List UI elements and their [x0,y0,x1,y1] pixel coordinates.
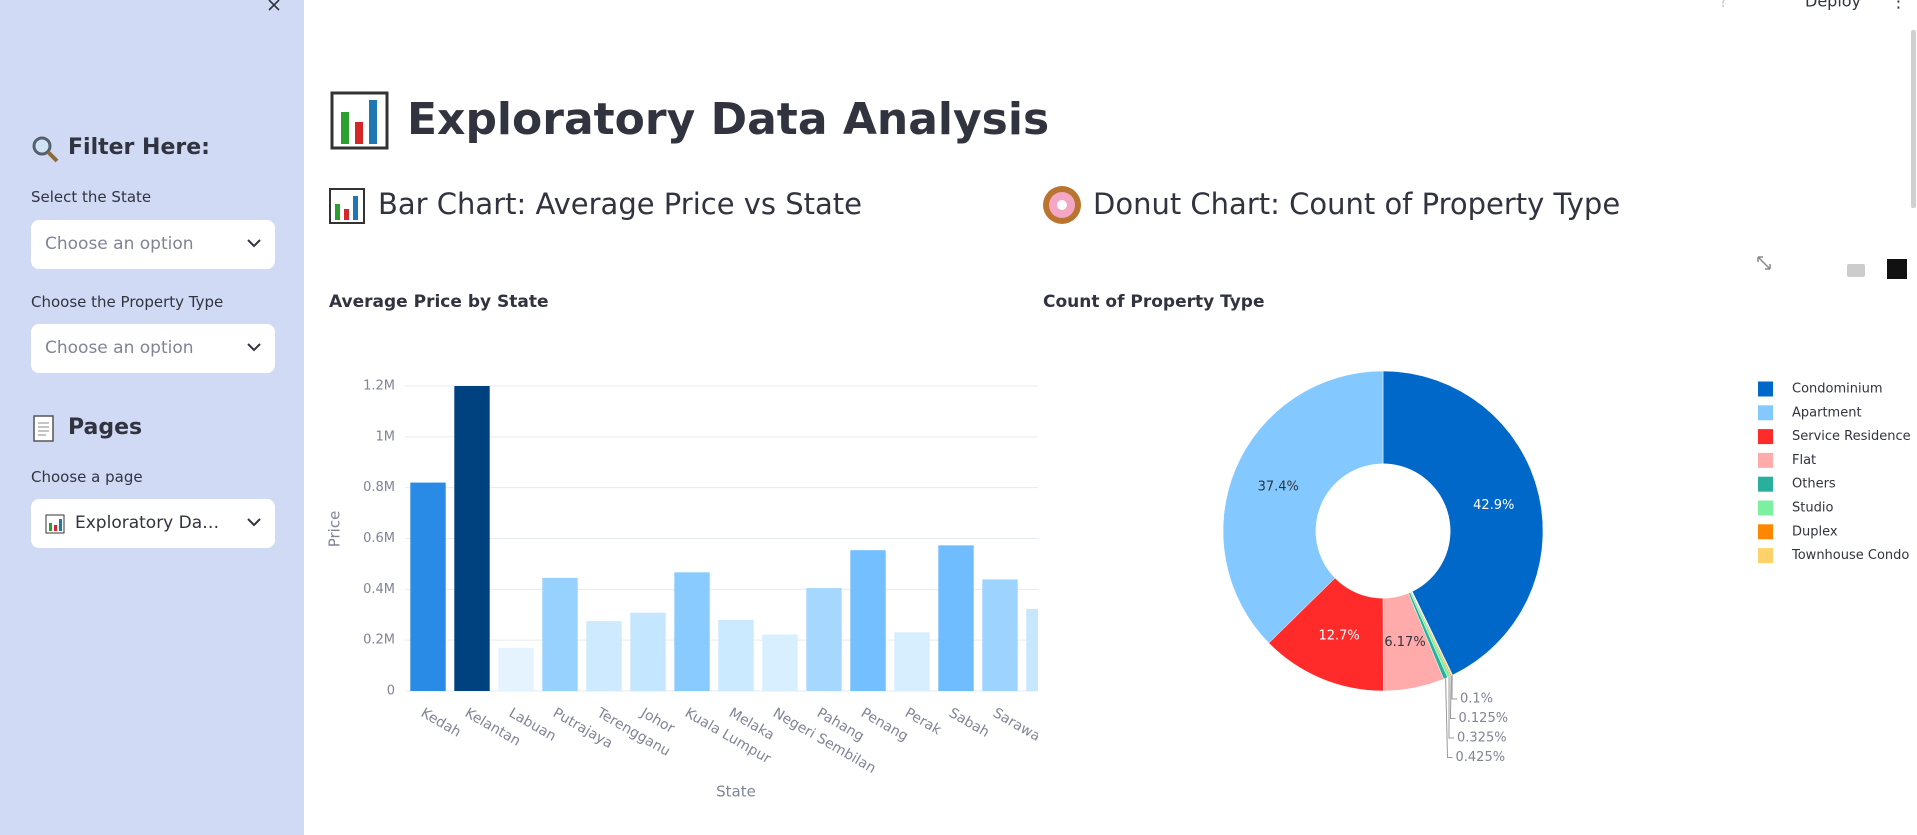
search-icon [32,136,59,163]
bar [938,545,974,691]
donut-icon [1043,186,1081,224]
legend-swatch [1758,381,1773,397]
filter-title: Filter Here: [68,135,210,160]
bar [806,588,842,691]
bar [410,482,446,691]
page-value: Exploratory Da… [75,513,220,533]
close-icon[interactable] [267,0,283,12]
slice-label: 37.4% [1258,480,1299,495]
sidebar: Filter Here: Select the State Choose an … [0,0,304,835]
type-label: Choose the Property Type [31,293,224,311]
bar [630,612,666,691]
slice-label: 6.17% [1384,635,1425,650]
scrollbar [1911,30,1916,208]
bar [982,579,1018,691]
legend-swatch [1758,405,1773,421]
donut-slice [1382,370,1544,676]
chart-title: Average Price by State [329,292,549,312]
y-tick-label: 0.4M [363,582,395,597]
leader-line [1449,675,1456,719]
legend-label: Condominium [1792,382,1883,397]
y-tick-label: 0 [387,684,395,699]
bar [1026,608,1038,691]
bar-icon [329,188,365,224]
page-select[interactable]: Exploratory Da… [31,499,275,548]
leader-line [1448,676,1454,739]
y-axis-title: Price [326,511,344,548]
y-tick-label: 0.2M [363,633,395,648]
slice-label: 0.425% [1456,750,1506,765]
y-tick-label: 1.2M [363,379,395,394]
y-tick-label: 1M [376,429,396,444]
type-select[interactable]: Choose an option [31,324,275,373]
page-label: Choose a page [31,468,143,486]
leader-line [1451,675,1457,700]
page-title: Exploratory Data Analysis [407,94,1049,145]
plotly-icon[interactable] [1887,259,1907,279]
y-tick-label: 0.6M [363,531,395,546]
donut-slice [1411,591,1453,676]
legend-label: Studio [1792,501,1833,516]
slice-label: 0.125% [1459,711,1509,726]
chart-title: Count of Property Type [1043,292,1265,312]
title-icon [330,91,389,150]
deploy-button[interactable]: Deploy [1805,0,1861,11]
legend-label: Townhouse Condo [1791,548,1909,563]
section-title: Bar Chart: Average Price vs State [378,187,862,221]
section-title: Donut Chart: Count of Property Type [1093,187,1620,221]
bar [850,550,886,691]
slice-label: 42.9% [1473,498,1514,513]
bar [718,619,754,691]
legend-label: Service Residence [1792,429,1911,444]
legend-label: Apartment [1792,405,1862,420]
bar [762,634,798,691]
help-icon[interactable]: ? [1719,0,1728,12]
bar [542,577,578,691]
pages-title: Pages [68,415,143,440]
slice-label: 0.1% [1460,692,1493,707]
donut-slice [1382,592,1444,692]
fullscreen-icon[interactable] [1757,256,1771,270]
donut-slice [1268,577,1384,692]
state-label: Select the State [31,188,152,206]
menu-icon[interactable]: ⋮ [1890,0,1907,12]
slice-label: 0.325% [1457,731,1507,746]
page-icon [33,415,54,442]
legend-label: Flat [1792,453,1816,468]
bar [498,647,534,691]
legend-swatch [1758,548,1773,564]
legend-label: Duplex [1792,524,1838,539]
legend-swatch [1758,524,1773,540]
leader-line [1445,678,1453,758]
placeholder: Choose an option [45,338,194,358]
bar [894,632,930,691]
bar [674,572,710,691]
donut-slice [1222,370,1384,644]
placeholder: Choose an option [45,234,194,254]
camera-icon[interactable] [1847,264,1865,277]
legend-swatch [1758,476,1773,492]
bar [586,621,622,691]
legend-label: Others [1792,477,1836,492]
state-select[interactable]: Choose an option [31,220,275,269]
legend-swatch [1758,500,1773,516]
x-axis-title: State [716,783,756,801]
slice-label: 12.7% [1318,628,1359,643]
main-bg [304,0,1917,835]
bar [454,386,490,691]
y-tick-label: 0.8M [363,480,395,495]
legend-swatch [1758,429,1773,445]
legend-swatch [1758,452,1773,468]
